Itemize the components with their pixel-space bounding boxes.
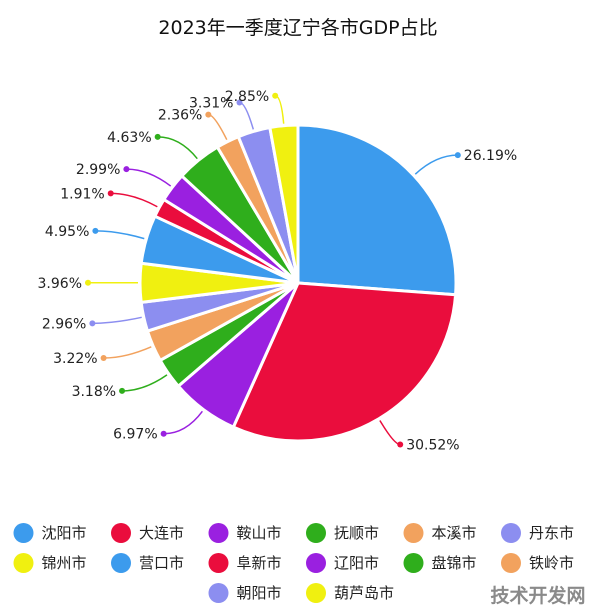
legend-label-7: 营口市 [139, 554, 184, 572]
leader-line-12 [239, 101, 255, 130]
slice-label-0: 26.19% [464, 148, 517, 164]
pie-slice-1 [231, 281, 458, 443]
pie-slice-13 [268, 123, 300, 285]
slice-label-7: 4.95% [45, 224, 89, 240]
legend-marker-10 [403, 553, 424, 573]
leader-dot-3 [119, 387, 126, 394]
slice-label-8: 1.91% [60, 186, 104, 202]
leader-dot-12 [236, 99, 243, 106]
leader-line-11 [208, 113, 228, 141]
legend-label-11: 铁岭市 [529, 554, 574, 572]
slice-label-2: 6.97% [113, 427, 157, 443]
leader-dot-10 [154, 133, 161, 140]
leader-dot-4 [100, 354, 107, 361]
legend-label-6: 锦州市 [42, 554, 87, 572]
slice-label-11: 2.36% [158, 108, 202, 124]
legend-label-0: 沈阳市 [42, 524, 87, 542]
leader-dot-0 [454, 152, 461, 159]
leader-dot-13 [272, 92, 279, 99]
leader-line-1 [379, 420, 401, 446]
leader-line-7 [95, 230, 145, 240]
watermark: 技术开发网 [490, 584, 585, 607]
slice-label-13: 2.85% [225, 89, 269, 105]
leader-dot-11 [205, 111, 212, 118]
chart-title: 2023年一季度辽宁各市GDP占比 [158, 17, 437, 39]
leader-line-4 [103, 346, 152, 359]
legend-label-12: 朝阳市 [237, 584, 282, 602]
legend-marker-5 [501, 523, 521, 543]
slice-label-12: 3.31% [189, 95, 233, 111]
legend-marker-4 [403, 523, 424, 543]
legend-marker-2 [208, 523, 229, 543]
leader-line-10 [157, 136, 198, 160]
legend-marker-13 [306, 583, 326, 603]
leader-lines [85, 92, 461, 448]
pie-slice-0 [296, 123, 458, 297]
legend-marker-9 [306, 553, 326, 573]
legend-label-2: 鞍山市 [237, 524, 282, 542]
legend-marker-8 [208, 553, 229, 573]
slice-label-4: 3.22% [53, 351, 97, 367]
legend-label-4: 本溪市 [432, 524, 477, 542]
legend-marker-6 [13, 553, 34, 573]
leader-dot-9 [123, 166, 130, 173]
leader-line-0 [414, 154, 458, 175]
slice-labels: 26.19% 30.52% 6.97% 3.18% 3.22% 2.96% 3.96% 4.9… [38, 89, 518, 454]
legend-label-1: 大连市 [139, 524, 184, 542]
slice-label-1: 30.52% [406, 438, 459, 454]
legend-marker-12 [208, 583, 229, 603]
leader-dot-2 [160, 430, 167, 437]
leader-line-13 [274, 95, 285, 124]
legend-label-5: 丹东市 [529, 524, 574, 542]
legend-marker-0 [13, 523, 34, 543]
leader-line-2 [163, 410, 203, 435]
slice-label-3: 3.18% [72, 384, 116, 400]
leader-line-3 [122, 374, 168, 392]
leader-dot-7 [92, 227, 99, 234]
leader-dot-1 [397, 441, 404, 448]
legend-label-10: 盘锦市 [432, 554, 477, 572]
slice-label-6: 3.96% [38, 276, 82, 292]
legend-marker-11 [501, 553, 521, 573]
leader-line-9 [126, 168, 172, 187]
leader-line-5 [92, 316, 142, 325]
slice-label-5: 2.96% [42, 316, 86, 332]
leader-dot-6 [85, 279, 91, 286]
leader-dot-8 [107, 190, 114, 197]
leader-line-8 [110, 192, 158, 208]
legend-label-8: 阜新市 [237, 554, 282, 572]
slice-label-9: 2.99% [76, 162, 120, 178]
legend-label-3: 抚顺市 [334, 524, 379, 542]
legend-marker-3 [306, 523, 326, 543]
leader-dot-5 [89, 320, 96, 327]
legend-marker-7 [111, 553, 131, 573]
legend-marker-1 [111, 523, 131, 543]
legend-label-9: 辽阳市 [334, 554, 379, 572]
legend-label-13: 葫芦岛市 [334, 584, 394, 602]
slice-label-10: 4.63% [107, 130, 151, 146]
pie-slices [138, 123, 458, 443]
